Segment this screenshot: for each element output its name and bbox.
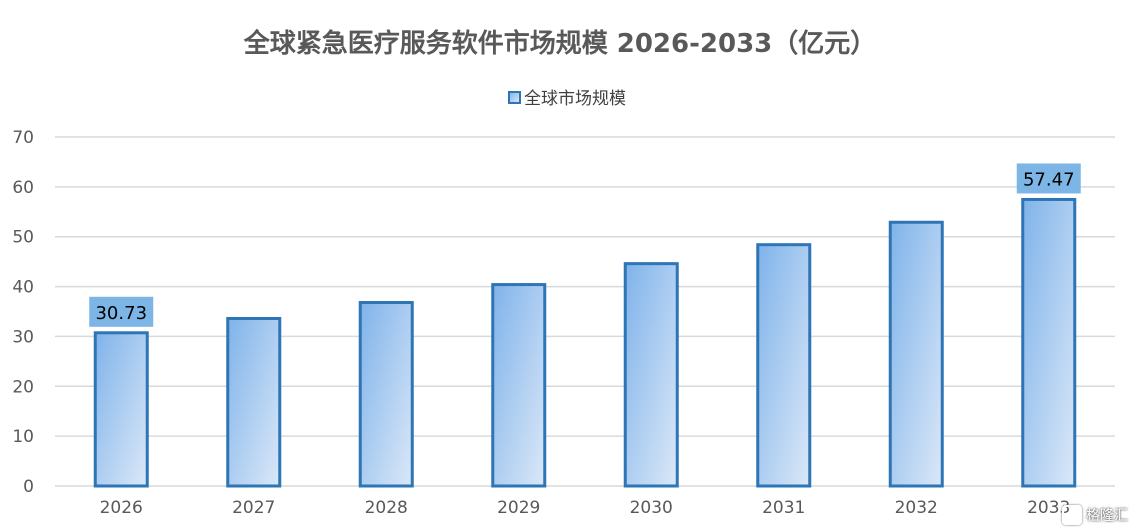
- legend-swatch: [508, 91, 521, 104]
- x-axis-ticks: 2026 2027 2028 2029 2030 2031 2032 2033: [100, 498, 1071, 518]
- bar-2029: [491, 283, 547, 488]
- x-tick-label: 2027: [232, 498, 275, 518]
- y-tick-label: 40: [12, 278, 34, 298]
- x-tick-label: 2032: [895, 498, 938, 518]
- bars: [93, 197, 1077, 488]
- chart-legend: 全球市场规模: [508, 89, 626, 109]
- data-labels: 30.73 57.47: [89, 163, 1081, 327]
- y-tick-label: 20: [12, 377, 34, 397]
- bar-2028: [358, 301, 414, 488]
- y-tick-label: 0: [23, 477, 34, 497]
- y-tick-label: 60: [12, 178, 34, 198]
- bar-2033: [1021, 197, 1077, 488]
- data-label-2033: 57.47: [1016, 163, 1081, 194]
- x-tick-label: 2028: [365, 498, 408, 518]
- bar-2026: [93, 331, 149, 488]
- x-tick-label: 2026: [100, 498, 143, 518]
- bar-2027: [226, 316, 282, 488]
- y-tick-label: 30: [12, 327, 34, 347]
- y-tick-label: 10: [12, 427, 34, 447]
- gridlines: [55, 136, 1115, 487]
- bar-2031: [756, 243, 812, 488]
- data-label-text: 57.47: [1023, 169, 1075, 190]
- y-axis-ticks: 0 10 20 30 40 50 60 70: [12, 128, 34, 497]
- watermark-text: 格隆汇: [1086, 508, 1128, 524]
- data-label-text: 30.73: [95, 303, 147, 324]
- y-tick-label: 50: [12, 228, 34, 248]
- x-tick-label: 2031: [762, 498, 805, 518]
- x-tick-label: 2030: [630, 498, 673, 518]
- data-label-background: [1016, 163, 1081, 194]
- bar-2030: [623, 262, 679, 488]
- legend-label: 全球市场规模: [524, 89, 626, 109]
- data-label-background: [89, 296, 154, 327]
- data-label-2026: 30.73: [89, 296, 154, 327]
- chart-title: 全球紧急医疗服务软件市场规模 2026-2033（亿元）: [243, 28, 877, 59]
- watermark-logo-icon: [1062, 505, 1082, 525]
- x-tick-label: 2029: [497, 498, 540, 518]
- bar-2032: [888, 220, 944, 488]
- x-tick-label: 2033: [1027, 498, 1070, 518]
- watermark: 格隆汇: [1062, 505, 1128, 525]
- y-tick-label: 70: [12, 128, 34, 148]
